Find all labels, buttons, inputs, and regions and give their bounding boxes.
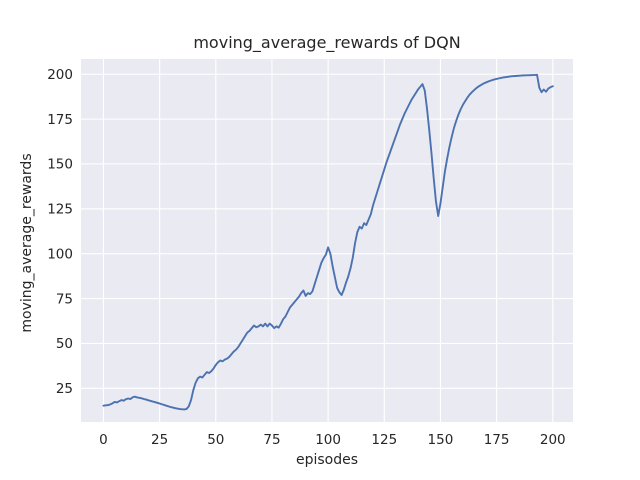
y-tick-label: 100	[47, 246, 73, 262]
x-tick-label: 200	[540, 432, 566, 448]
y-tick-label: 150	[47, 157, 73, 173]
y-tick-label: 50	[56, 336, 73, 352]
y-tick-label: 175	[47, 112, 73, 128]
y-tick-label: 125	[47, 202, 73, 218]
x-tick-label: 175	[484, 432, 510, 448]
x-tick-label: 125	[371, 432, 397, 448]
x-tick-label: 100	[315, 432, 341, 448]
x-tick-label: 50	[207, 432, 224, 448]
x-tick-label: 0	[99, 432, 108, 448]
series-line-moving_average_rewards	[102, 73, 554, 411]
y-tick-label: 75	[56, 291, 73, 307]
x-tick-label: 75	[263, 432, 280, 448]
chart-title: moving_average_rewards of DQN	[193, 33, 461, 52]
x-axis-label: episodes	[295, 452, 359, 468]
y-tick-label: 200	[47, 67, 73, 83]
y-tick-label: 25	[56, 381, 73, 397]
y-axis-label: moving_average_rewards	[19, 153, 35, 333]
x-tick-label: 25	[151, 432, 168, 448]
plot-area	[81, 59, 573, 422]
x-tick-label: 150	[428, 432, 454, 448]
